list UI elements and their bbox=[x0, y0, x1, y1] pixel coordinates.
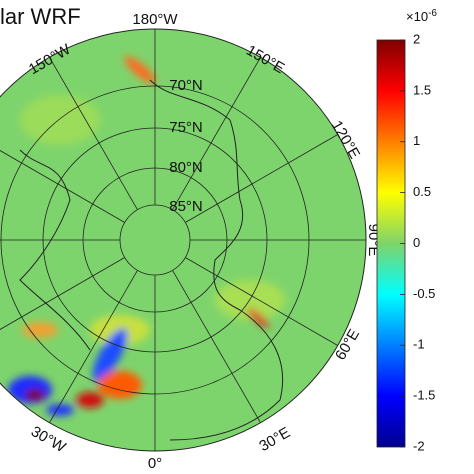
colorbar-exponent: ×10-6 bbox=[406, 8, 437, 25]
colorbar-tick-label: -1 bbox=[413, 337, 425, 352]
latitude-label: 85°N bbox=[169, 198, 203, 215]
colorbar-tick-label: 2 bbox=[413, 31, 420, 46]
longitude-label: 30°E bbox=[256, 424, 293, 455]
colorbar-tick-label: 0 bbox=[413, 235, 420, 250]
colorbar-tick-label: -1.5 bbox=[413, 388, 435, 403]
latitude-label: 80°N bbox=[169, 159, 203, 176]
graticule bbox=[0, 29, 366, 451]
longitude-label: 0° bbox=[148, 455, 162, 472]
colorbar-tick-label: 1.5 bbox=[413, 82, 431, 97]
exponent-base: ×10 bbox=[406, 9, 428, 24]
title: lar WRF bbox=[0, 4, 81, 29]
exponent-power: -6 bbox=[428, 8, 437, 19]
coastline bbox=[19, 79, 284, 441]
colorbar-tick-label: -0.5 bbox=[413, 286, 435, 301]
latitude-label: 75°N bbox=[169, 119, 203, 136]
colorbar-tick-label: 0.5 bbox=[413, 184, 431, 199]
colorbar-tick-label: -2 bbox=[413, 438, 425, 453]
longitude-label: 180°W bbox=[132, 11, 178, 28]
map-field bbox=[0, 29, 366, 451]
latitude-label: 70°N bbox=[169, 77, 203, 94]
map-border bbox=[0, 28, 367, 452]
colorbar-tick-label: 1 bbox=[413, 133, 420, 148]
